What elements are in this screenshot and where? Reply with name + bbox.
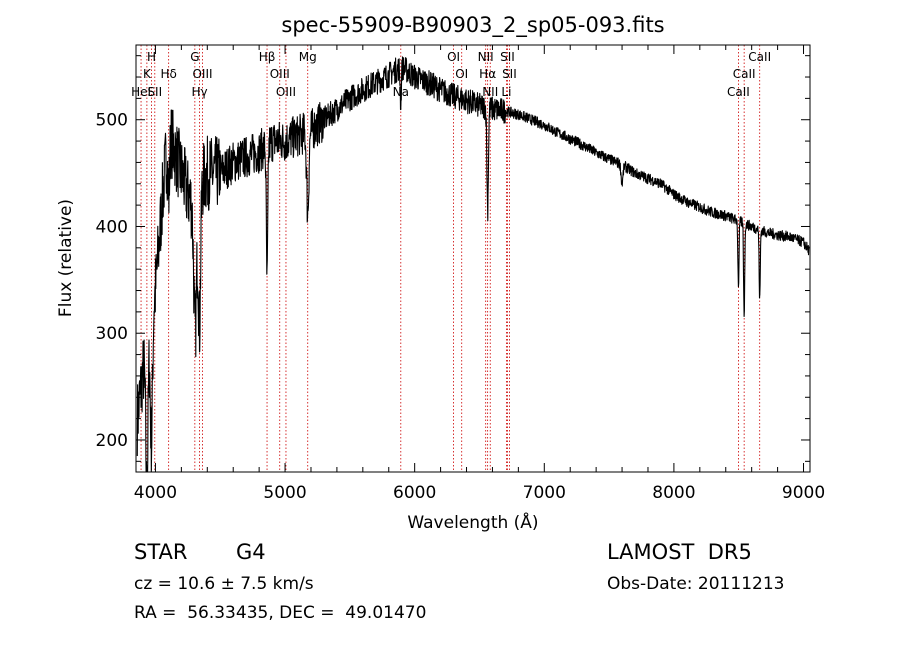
line-marker-label: Mg bbox=[299, 50, 317, 64]
y-tick-label: 500 bbox=[96, 111, 128, 131]
line-marker-label: CaII bbox=[733, 67, 756, 81]
line-marker-label: NII bbox=[478, 50, 494, 64]
y-tick-label: 400 bbox=[96, 217, 128, 237]
line-marker-label: NII bbox=[482, 85, 498, 99]
plot-frame bbox=[135, 44, 811, 473]
line-marker-label: K bbox=[143, 67, 152, 81]
line-marker-label: Hα bbox=[479, 67, 496, 81]
line-marker-label: Na bbox=[393, 85, 409, 99]
line-marker-label: OIII bbox=[192, 67, 212, 81]
x-tick-label: 6000 bbox=[393, 483, 436, 503]
y-tick-label: 200 bbox=[96, 431, 128, 451]
spectrum-line bbox=[136, 56, 810, 473]
x-tick-label: 8000 bbox=[652, 483, 695, 503]
line-marker-label: Hβ bbox=[259, 50, 276, 64]
line-marker-label: Hγ bbox=[191, 85, 207, 99]
line-marker-label: SII bbox=[147, 85, 162, 99]
line-marker-label: HeI bbox=[131, 85, 151, 99]
observation-date: Obs-Date: 20111213 bbox=[607, 574, 785, 594]
ra-dec: RA = 56.33435, DEC = 49.01470 bbox=[134, 603, 427, 623]
line-marker-label: SII bbox=[502, 67, 517, 81]
axes: 4000 5000 6000 7000 8000 9000 200 300 400 500 bbox=[96, 45, 825, 503]
x-tick-label: 4000 bbox=[134, 483, 177, 503]
x-tick-label: 7000 bbox=[523, 483, 566, 503]
line-marker-label: CaII bbox=[727, 85, 750, 99]
line-marker-label: Hδ bbox=[160, 67, 176, 81]
line-marker-label: OIII bbox=[270, 67, 290, 81]
x-tick-label: 5000 bbox=[263, 483, 306, 503]
line-marker-label: CaII bbox=[748, 50, 771, 64]
line-marker-label: OI bbox=[447, 50, 460, 64]
line-marker-label: OIII bbox=[276, 85, 296, 99]
survey-name: LAMOST DR5 bbox=[607, 540, 752, 564]
line-marker-label: G bbox=[190, 50, 199, 64]
object-class: STAR bbox=[134, 540, 188, 564]
line-marker-label: H bbox=[147, 50, 156, 64]
y-axis-label: Flux (relative) bbox=[56, 199, 76, 317]
x-tick-label: 9000 bbox=[782, 483, 825, 503]
line-marker-label: SII bbox=[500, 50, 515, 64]
line-marker-label: OI bbox=[455, 67, 468, 81]
line-markers bbox=[140, 45, 761, 472]
y-tick-label: 300 bbox=[96, 324, 128, 344]
line-marker-labels: KHHeISIIHδGOIIIHγHβOIIIOIIIMgNaOIOINIIHα… bbox=[131, 50, 771, 99]
chart-title: spec-55909-B90903_2_sp05-093.fits bbox=[281, 13, 664, 38]
x-axis-label: Wavelength (Å) bbox=[407, 511, 538, 533]
line-marker-label: Li bbox=[501, 85, 511, 99]
redshift-cz: cz = 10.6 ± 7.5 km/s bbox=[134, 574, 314, 594]
spectral-subclass: G4 bbox=[236, 540, 266, 564]
